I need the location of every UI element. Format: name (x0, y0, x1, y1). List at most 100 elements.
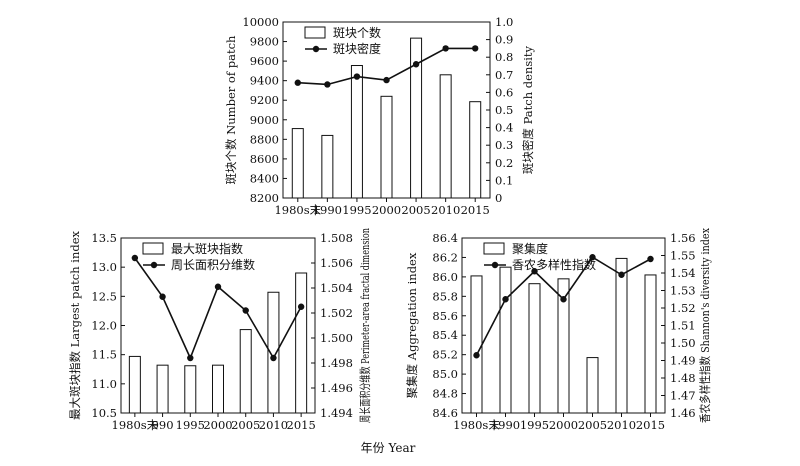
right-axis-tick-label: 1.52 (670, 301, 696, 315)
right-axis-label: 周长面积分维数 Perimeter-area fractal dimension (358, 228, 372, 423)
bar (239, 329, 252, 414)
bar (184, 365, 197, 414)
right-axis-tick-label: 1.498 (320, 356, 353, 370)
x-axis-tick-label: 2010 (431, 203, 460, 217)
left-axis-tick-label: 9600 (250, 54, 279, 68)
x-axis-tick-label: 1995 (176, 418, 205, 432)
left-axis-tick-label: 85.4 (432, 328, 458, 342)
right-axis-tick-label: 1.55 (670, 249, 696, 263)
legend-bar-swatch (304, 26, 326, 39)
bar (295, 272, 308, 414)
left-axis-tick-label: 9800 (250, 35, 279, 49)
left-axis-label: 聚集度 Aggregation index (405, 252, 419, 398)
right-axis-tick-label: 0.7 (495, 68, 513, 82)
x-axis-title: 年份 Year (361, 441, 416, 455)
legend-bar-swatch (483, 242, 505, 255)
left-axis-tick-label: 85.6 (432, 309, 458, 323)
left-axis-label: 斑块个数 Number of patch (224, 35, 238, 184)
right-axis-tick-label: 0.6 (495, 85, 513, 99)
right-axis-label: 香农多样性指数 Shannon's diversity index (698, 228, 712, 423)
left-axis-tick-label: 12.5 (91, 289, 117, 303)
left-axis-tick-label: 9400 (250, 74, 279, 88)
chart-panel-bottom-left: 10.5 11.0 11.5 12.0 12.5 13.0 13.5 1.494 1.496 1.… (68, 228, 372, 432)
right-axis-tick-label: 0.5 (495, 103, 513, 117)
x-axis-tick-label: 1990 (313, 203, 342, 217)
right-axis-tick-label: 1.46 (670, 406, 696, 420)
bar (410, 37, 423, 199)
right-axis-tick-label: 1.53 (670, 284, 696, 298)
bar (499, 266, 512, 414)
bar (212, 364, 224, 414)
left-axis-tick-label: 85.8 (432, 289, 458, 303)
legend-label: 最大斑块指数 (171, 241, 243, 256)
right-axis-tick-label: 1.500 (320, 331, 353, 345)
line-point (647, 255, 654, 263)
x-axis-tick-label: 1980s末 (453, 418, 500, 432)
left-axis-tick-label: 86.2 (432, 250, 458, 264)
right-axis-tick-label: 0.3 (495, 138, 513, 152)
right-axis-tick-label: 1.56 (670, 231, 696, 245)
right-axis-tick-label: 1.506 (320, 256, 353, 270)
chart-panel-top: 8200 8400 8600 8800 9000 9200 9400 9600 9800 1000… (224, 15, 535, 217)
right-axis-tick-label: 1.49 (670, 354, 696, 368)
right-axis-tick-label: 1.502 (320, 306, 353, 320)
legend-label: 周长面积分维数 (171, 257, 255, 272)
bar (644, 274, 657, 414)
right-axis-tick-label: 0 (495, 191, 502, 205)
left-axis-tick-label: 10000 (242, 15, 279, 29)
left-axis-tick-label: 12.0 (91, 319, 117, 333)
x-axis-tick-label: 2000 (372, 203, 401, 217)
x-axis-tick-label: 1995 (342, 203, 371, 217)
legend-label: 斑块密度 (333, 41, 381, 56)
line-point (214, 283, 222, 290)
right-axis-tick-label: 1.48 (670, 371, 696, 385)
left-axis-tick-label: 8400 (250, 171, 279, 185)
line-point (589, 254, 596, 261)
line-point (187, 354, 194, 362)
right-axis-label: 斑块密度 Patch density (521, 45, 535, 174)
line-point (531, 268, 538, 275)
left-axis-tick-label: 11.5 (91, 348, 117, 362)
legend-line-marker (312, 45, 320, 53)
line-point (270, 354, 277, 362)
bar (128, 355, 141, 414)
right-axis-tick-label: 1.54 (670, 266, 696, 280)
bar (267, 291, 280, 414)
line-point (383, 76, 390, 84)
left-axis-tick-label: 8600 (250, 152, 279, 166)
left-axis-tick-label: 85.2 (432, 348, 458, 362)
x-axis-tick-label: 2010 (259, 418, 288, 432)
bar (615, 257, 628, 414)
x-axis-tick-label: 1990 (491, 418, 520, 432)
left-axis-tick-label: 10.5 (91, 406, 117, 420)
right-axis-tick-label: 1.50 (670, 336, 696, 350)
x-axis-tick-label: 1980s末 (112, 418, 159, 432)
bar (470, 275, 483, 414)
line-point (412, 61, 420, 68)
line-point (131, 254, 139, 262)
x-axis-tick-label: 2000 (549, 418, 578, 432)
line-point (353, 73, 361, 80)
left-axis-tick-label: 85.0 (432, 367, 458, 381)
legend-label: 香农多样性指数 (512, 257, 596, 272)
right-axis-tick-label: 1.504 (320, 281, 353, 295)
line-point (472, 45, 479, 52)
x-axis-tick-label: 2010 (607, 418, 636, 432)
line-point (159, 293, 166, 300)
bar (557, 278, 570, 414)
bar (528, 283, 541, 414)
left-axis-tick-label: 86.4 (432, 231, 458, 245)
right-axis-tick-label: 1.494 (320, 406, 353, 420)
bar (350, 65, 363, 199)
legend-line-marker (491, 261, 499, 269)
x-axis-tick-label: 1980s末 (274, 203, 321, 217)
legend-label: 斑块个数 (333, 25, 381, 40)
bar (291, 128, 304, 199)
x-axis-tick-label: 2015 (287, 418, 316, 432)
line-point (242, 307, 249, 314)
bar (380, 95, 393, 199)
right-axis-tick-label: 1.47 (670, 389, 696, 403)
x-axis-tick-label: 2005 (231, 418, 260, 432)
line-point (294, 79, 301, 86)
bar (586, 357, 599, 414)
